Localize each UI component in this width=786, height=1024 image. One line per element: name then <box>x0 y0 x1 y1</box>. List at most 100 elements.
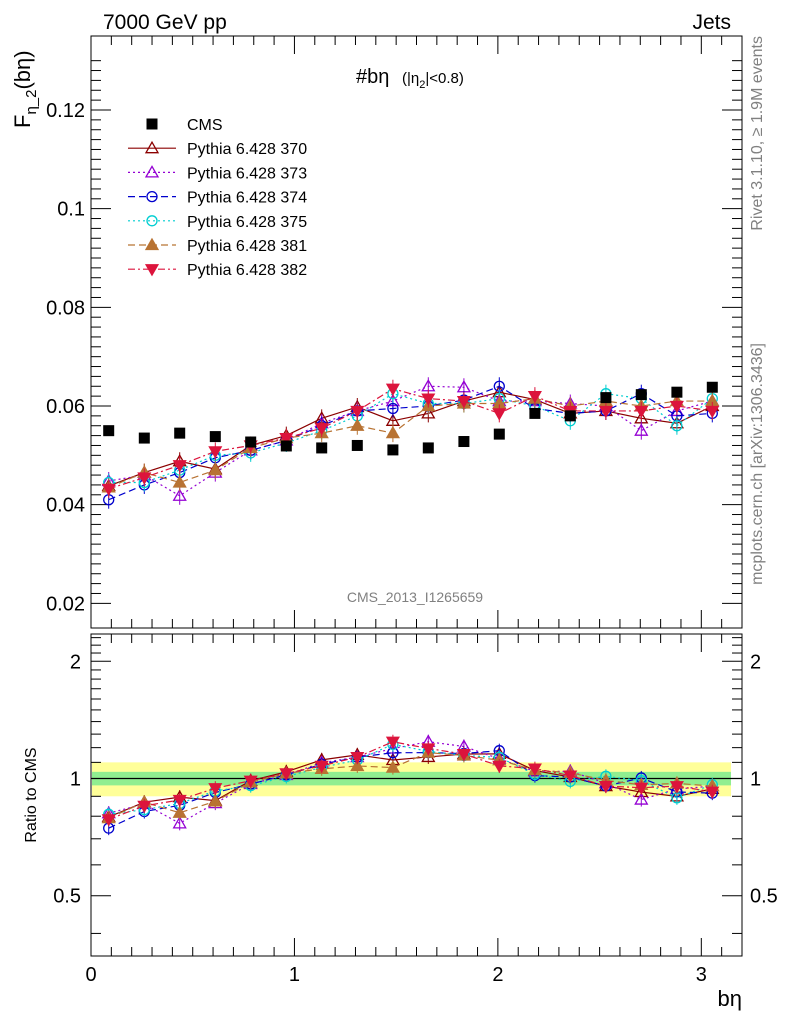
y-tick-label: 0.02 <box>46 593 85 615</box>
data-point <box>279 432 294 446</box>
data-point <box>598 405 613 419</box>
data-point <box>564 410 576 422</box>
data-point <box>280 440 292 452</box>
data-point <box>208 446 223 459</box>
mcplots-label: mcplots.cern.ch [arXiv:1306.3436] <box>749 343 766 585</box>
ratio-point <box>243 775 258 788</box>
ratio-point <box>208 794 223 807</box>
data-point <box>634 405 649 419</box>
data-point <box>421 406 436 419</box>
watermark: CMS_2013_I1265659 <box>347 589 483 605</box>
ratio-point <box>350 758 365 772</box>
legend-entry-pythia-6-428-375: Pythia 6.428 375 <box>128 214 307 231</box>
data-point <box>600 392 612 404</box>
ratio-data-layer <box>101 734 720 836</box>
ratio-axis-ticks <box>90 634 743 956</box>
rivet-label: Rivet 3.1.10, ≥ 1.9M events <box>749 36 766 231</box>
header-right: Jets <box>692 11 731 34</box>
data-point <box>245 436 257 448</box>
ratio-y-tick-label: 2 <box>70 651 81 673</box>
data-point <box>316 442 328 454</box>
legend-marker <box>144 264 160 277</box>
ratio-point <box>172 816 187 829</box>
x-axis-label: bη <box>718 986 742 1011</box>
ratio-point <box>598 780 613 794</box>
ratio-y-tick-label-right: 1 <box>750 768 761 790</box>
ratio-y-tick-label-right: 0.5 <box>750 886 778 908</box>
data-point <box>385 425 401 439</box>
data-point <box>671 386 683 398</box>
series-line <box>108 385 713 501</box>
y-tick-label: 0.12 <box>46 100 85 122</box>
legend-marker <box>144 237 160 251</box>
legend-label: Pythia 6.428 373 <box>187 165 307 182</box>
data-point <box>458 436 470 448</box>
ratio-series-line <box>108 743 713 815</box>
data-point <box>671 420 683 432</box>
y-tick-label: 0.08 <box>46 297 85 319</box>
data-point <box>172 475 187 488</box>
ratio-point <box>172 805 187 818</box>
data-point <box>493 428 505 440</box>
data-point <box>172 488 187 501</box>
legend-label: CMS <box>187 117 223 134</box>
legend-label: Pythia 6.428 375 <box>187 214 307 231</box>
data-point <box>421 393 436 406</box>
ratio-point <box>669 781 684 794</box>
series-line <box>108 393 713 484</box>
series-line <box>108 391 713 487</box>
ratio-y-tick-label: 0.5 <box>53 886 81 908</box>
header-left: 7000 GeV pp <box>103 11 227 34</box>
data-point <box>351 439 363 451</box>
ratio-point <box>421 743 436 756</box>
ratio-y-tick-labels: 0.5 0.5 1 1 2 2 <box>53 651 778 907</box>
ratio-point <box>634 792 649 805</box>
legend-entry-pythia-6-428-382: Pythia 6.428 382 <box>128 262 307 279</box>
series-line <box>108 397 713 488</box>
data-point <box>209 431 221 443</box>
ratio-point <box>456 748 471 762</box>
legend: CMS Pythia 6.428 370 Pythia 6.428 373 Pythi… <box>128 117 307 279</box>
chart-title: #bη <box>356 66 389 88</box>
ratio-series-line <box>108 741 713 820</box>
ratio-point <box>314 760 329 774</box>
data-point <box>422 442 434 454</box>
legend-marker <box>146 190 158 203</box>
y-tick-label: 0.06 <box>46 396 85 418</box>
ratio-point <box>527 763 542 776</box>
data-point <box>634 423 649 436</box>
data-point <box>669 400 684 414</box>
data-point <box>350 418 365 431</box>
legend-marker <box>146 118 158 130</box>
ratio-point <box>279 768 294 781</box>
ratio-point <box>563 770 578 783</box>
data-point <box>456 395 471 409</box>
series-pythia-6-428-374 <box>103 377 718 509</box>
ratio-point <box>350 752 365 765</box>
legend-label: Pythia 6.428 381 <box>187 238 307 255</box>
legend-label: Pythia 6.428 370 <box>187 141 307 158</box>
legend-label: Pythia 6.428 382 <box>187 262 307 279</box>
svg-text:Fη_2(bη): Fη_2(bη) <box>10 50 40 128</box>
x-tick-labels: 0 1 2 3 <box>85 964 706 986</box>
legend-entry-pythia-6-428-374: Pythia 6.428 374 <box>128 190 307 207</box>
series-line <box>108 388 713 490</box>
series-pythia-6-428-370 <box>101 383 720 495</box>
data-point <box>172 460 187 473</box>
legend-marker <box>146 215 158 227</box>
legend-entry-pythia-6-428-381: Pythia 6.428 381 <box>128 237 307 255</box>
x-tick-label: 2 <box>492 964 503 986</box>
data-point <box>492 408 507 421</box>
legend-marker <box>144 140 160 154</box>
data-point <box>101 483 116 497</box>
x-tick-label: 1 <box>289 964 300 986</box>
series-cms <box>103 381 718 456</box>
data-point <box>138 432 150 444</box>
data-point <box>314 423 329 436</box>
ratio-point <box>385 760 401 773</box>
ratio-point <box>385 736 400 749</box>
main-data-layer <box>101 377 720 509</box>
series-pythia-6-428-382 <box>101 379 720 498</box>
data-point <box>635 389 647 401</box>
ratio-point <box>492 760 507 774</box>
